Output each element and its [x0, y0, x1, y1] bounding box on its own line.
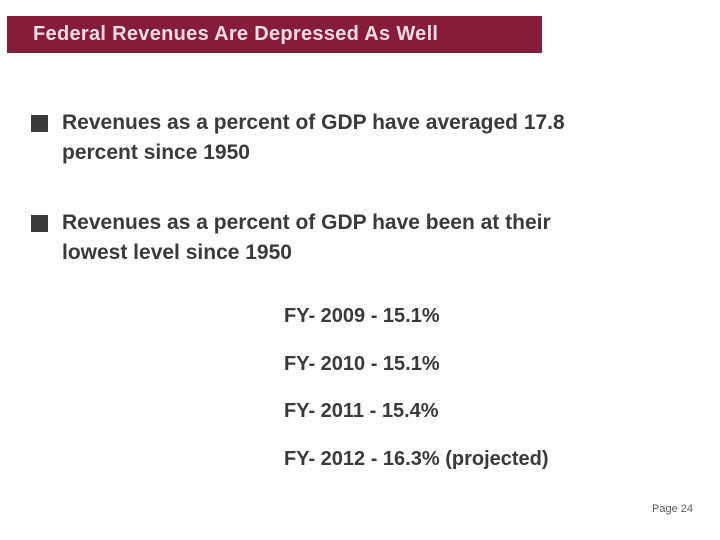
bullet-text-line: lowest level since 1950 [62, 241, 292, 264]
fy-2009-value: FY- 2009 - 15.1% [284, 305, 440, 327]
bullet-text: Revenues as a percent of GDP have averag… [62, 108, 565, 168]
bullet-square-icon [31, 115, 48, 132]
bullet-item-revenues-lowest: Revenues as a percent of GDP have been a… [31, 208, 551, 268]
bullet-text: Revenues as a percent of GDP have been a… [62, 208, 551, 268]
bullet-text-line: Revenues as a percent of GDP have been a… [62, 211, 551, 234]
bullet-item-revenues-averaged: Revenues as a percent of GDP have averag… [31, 108, 565, 168]
slide-title: Federal Revenues Are Depressed As Well [33, 23, 439, 45]
bullet-text-line: percent since 1950 [62, 141, 250, 164]
bullet-text-line: Revenues as a percent of GDP have averag… [62, 111, 565, 134]
slide-title-bar: Federal Revenues Are Depressed As Well [7, 16, 542, 53]
page-number: Page 24 [652, 503, 693, 515]
fy-2010-value: FY- 2010 - 15.1% [284, 353, 440, 375]
fy-2012-value: FY- 2012 - 16.3% (projected) [284, 448, 549, 470]
bullet-square-icon [31, 215, 48, 232]
fy-2011-value: FY- 2011 - 15.4% [284, 400, 439, 422]
